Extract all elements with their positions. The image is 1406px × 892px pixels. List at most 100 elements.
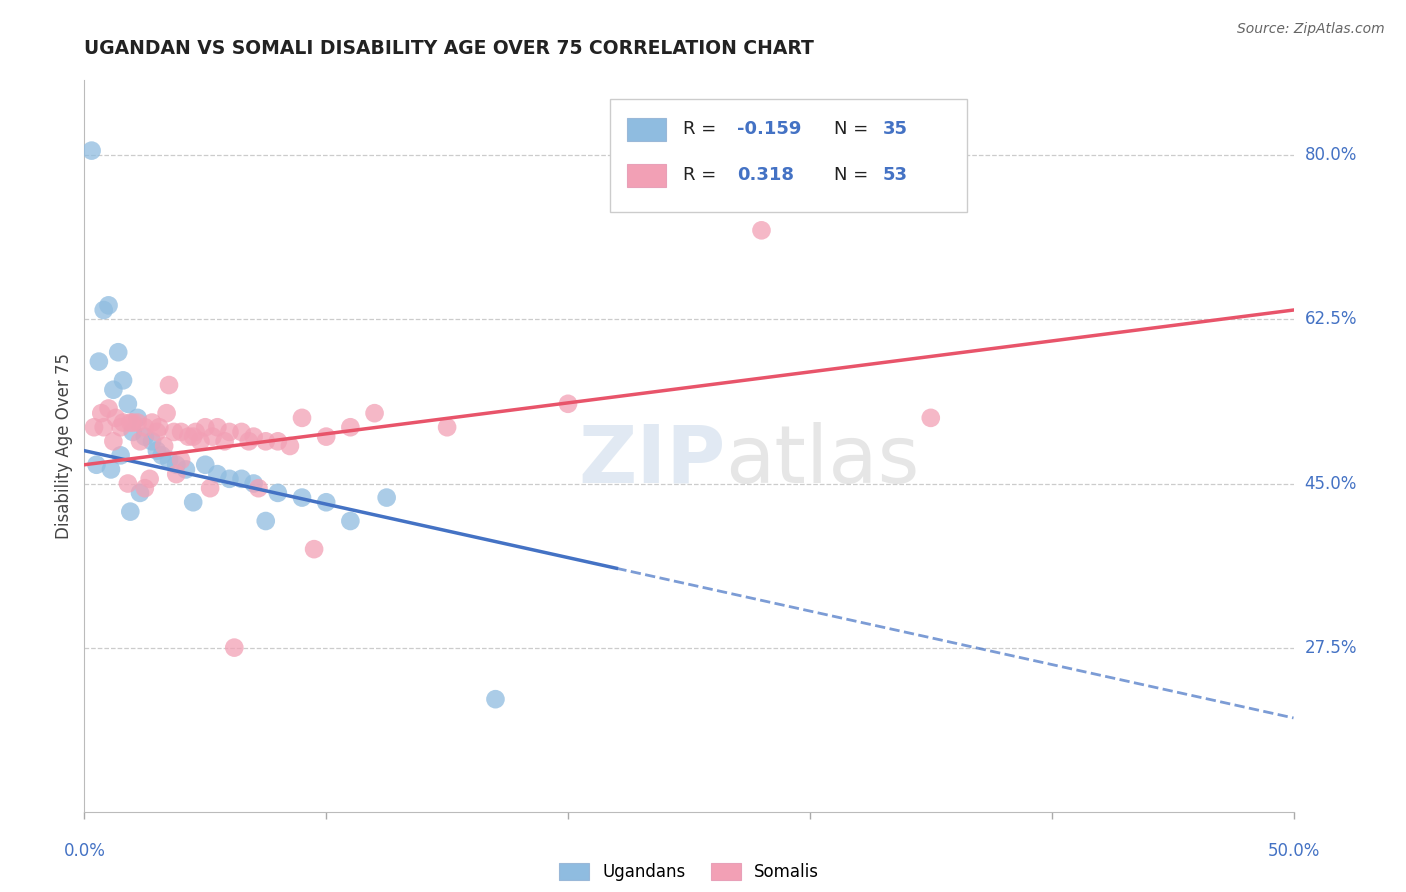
Text: 27.5%: 27.5%	[1305, 639, 1357, 657]
Point	[155, 406, 177, 420]
Point	[194, 458, 217, 472]
Text: -0.159: -0.159	[737, 120, 801, 138]
Point	[138, 472, 160, 486]
Point	[97, 401, 120, 416]
Point	[375, 491, 398, 505]
Point	[165, 458, 187, 472]
Text: UGANDAN VS SOMALI DISABILITY AGE OVER 75 CORRELATION CHART: UGANDAN VS SOMALI DISABILITY AGE OVER 75…	[84, 39, 814, 58]
Text: Source: ZipAtlas.com: Source: ZipAtlas.com	[1237, 22, 1385, 37]
Point	[83, 420, 105, 434]
Point	[207, 420, 229, 434]
Point	[174, 462, 197, 476]
Text: 50.0%: 50.0%	[1267, 842, 1320, 860]
Point	[278, 439, 301, 453]
Point	[231, 425, 253, 439]
Point	[163, 425, 186, 439]
Point	[436, 420, 458, 434]
Point	[117, 397, 139, 411]
FancyBboxPatch shape	[627, 118, 666, 141]
Point	[150, 449, 173, 463]
Point	[93, 303, 115, 318]
Point	[80, 144, 103, 158]
Point	[267, 434, 290, 449]
Point	[134, 481, 156, 495]
Text: 35: 35	[883, 120, 907, 138]
Point	[148, 420, 170, 434]
Point	[302, 542, 325, 557]
Point	[254, 514, 277, 528]
Point	[165, 467, 187, 482]
Point	[127, 416, 149, 430]
Point	[112, 373, 135, 387]
Point	[557, 397, 579, 411]
Point	[93, 420, 115, 434]
Point	[751, 223, 773, 237]
Text: 0.318: 0.318	[737, 167, 794, 185]
Point	[157, 453, 180, 467]
Point	[117, 476, 139, 491]
Point	[218, 472, 240, 486]
Point	[110, 449, 132, 463]
Text: 53: 53	[883, 167, 907, 185]
Point	[291, 410, 314, 425]
FancyBboxPatch shape	[610, 99, 967, 212]
Point	[218, 425, 240, 439]
Point	[103, 383, 125, 397]
Point	[87, 354, 110, 368]
Text: 80.0%: 80.0%	[1305, 146, 1357, 164]
Point	[90, 406, 112, 420]
Point	[181, 495, 204, 509]
Point	[127, 410, 149, 425]
Point	[157, 378, 180, 392]
Text: atlas: atlas	[725, 422, 920, 500]
Y-axis label: Disability Age Over 75: Disability Age Over 75	[55, 353, 73, 539]
Point	[153, 439, 176, 453]
Point	[103, 434, 125, 449]
Point	[129, 486, 152, 500]
Text: N =: N =	[834, 120, 875, 138]
Point	[110, 420, 132, 434]
Text: R =: R =	[683, 120, 721, 138]
Point	[170, 425, 193, 439]
Point	[231, 472, 253, 486]
Text: R =: R =	[683, 167, 721, 185]
Point	[121, 416, 143, 430]
Point	[267, 486, 290, 500]
Point	[146, 443, 169, 458]
Point	[112, 416, 135, 430]
Point	[207, 467, 229, 482]
Point	[141, 434, 163, 449]
Point	[339, 514, 361, 528]
Point	[121, 425, 143, 439]
Point	[201, 429, 224, 443]
Point	[291, 491, 314, 505]
Point	[254, 434, 277, 449]
Text: ZIP: ZIP	[578, 422, 725, 500]
Point	[97, 298, 120, 312]
Point	[194, 420, 217, 434]
Point	[86, 458, 108, 472]
Point	[242, 429, 264, 443]
Point	[214, 434, 236, 449]
Text: 45.0%: 45.0%	[1305, 475, 1357, 492]
Point	[120, 505, 142, 519]
Text: N =: N =	[834, 167, 875, 185]
Point	[315, 495, 337, 509]
Point	[107, 345, 129, 359]
Point	[224, 640, 246, 655]
Point	[315, 429, 337, 443]
Point	[484, 692, 506, 706]
Legend: Ugandans, Somalis: Ugandans, Somalis	[553, 856, 825, 888]
Point	[146, 425, 169, 439]
Point	[242, 476, 264, 491]
Point	[920, 410, 942, 425]
Point	[247, 481, 270, 495]
Point	[134, 429, 156, 443]
FancyBboxPatch shape	[627, 163, 666, 187]
Point	[129, 434, 152, 449]
Point	[177, 429, 200, 443]
Point	[141, 416, 163, 430]
Point	[198, 481, 221, 495]
Point	[339, 420, 361, 434]
Point	[120, 416, 142, 430]
